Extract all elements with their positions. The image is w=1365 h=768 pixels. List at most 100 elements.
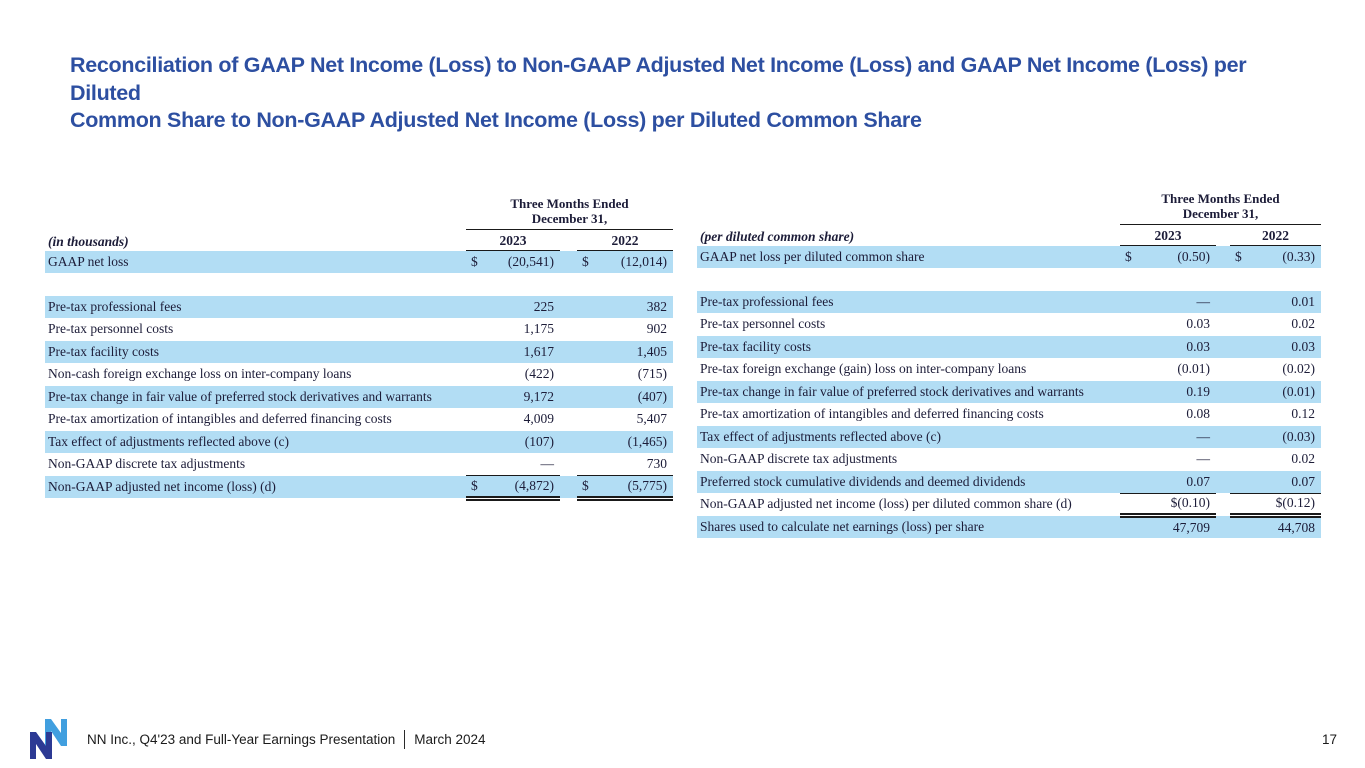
column-gap <box>560 250 577 273</box>
table-row: Pre-tax amortization of intangibles and … <box>45 408 673 431</box>
spacer-cell <box>697 268 1321 291</box>
period-line-2: December 31, <box>531 210 608 226</box>
year-2023-header: 2023 <box>466 229 560 251</box>
dollar-sign-2023 <box>1120 335 1140 358</box>
value-2022: 0.12 <box>1291 406 1316 422</box>
year-2022-header: 2022 <box>577 229 674 251</box>
table-row: Pre-tax change in fair value of preferre… <box>45 385 674 408</box>
column-gap <box>560 230 577 251</box>
value-2022: 44,708 <box>1250 515 1322 538</box>
value-2023: 0.19 <box>1140 380 1216 403</box>
value-2022: (1,465) <box>599 430 674 453</box>
table-row: GAAP net loss per diluted common share $(… <box>697 245 1322 268</box>
column-gap <box>560 408 577 431</box>
dollar-sign-2023 <box>1120 448 1140 471</box>
value-2023: 1,617 <box>488 340 560 363</box>
value-2022: (12,014) <box>599 250 674 273</box>
value-2023: 0.03 <box>1186 316 1210 332</box>
column-gap <box>560 295 577 318</box>
dollar-sign-2023 <box>1120 358 1140 381</box>
row-label: Pre-tax facility costs <box>697 335 1120 358</box>
unit-label: (per diluted common share) <box>700 228 855 244</box>
dollar-sign-2022 <box>577 340 599 363</box>
dollar-sign-2023 <box>466 318 488 341</box>
value-2023: 4,009 <box>523 411 554 427</box>
dollar-sign-2022: $ <box>577 475 599 501</box>
value-2022: 730 <box>599 453 674 476</box>
value-2023: — <box>1140 425 1216 448</box>
value-2023: — <box>1196 451 1211 467</box>
dollar-sign-2022 <box>577 363 599 386</box>
row-label: Shares used to calculate net earnings (l… <box>697 515 1120 538</box>
dollar-sign-2022 <box>577 295 599 318</box>
period-header: Three Months Ended December 31, <box>466 196 674 230</box>
footer-presentation-text: NN Inc., Q4'23 and Full-Year Earnings Pr… <box>87 731 396 747</box>
row-label: Pre-tax change in fair value of preferre… <box>697 380 1120 403</box>
row-label: Pre-tax foreign exchange (gain) loss on … <box>700 361 1027 377</box>
dollar-sign-2022 <box>1230 470 1250 494</box>
value-2023: (0.50) <box>1140 245 1216 268</box>
value-2023: $(0.10) <box>1140 493 1216 518</box>
dollar-sign-2023 <box>466 430 488 453</box>
dollar-sign-2023 <box>1120 425 1140 448</box>
row-label: Non-GAAP discrete tax adjustments <box>700 451 898 467</box>
value-2022: 902 <box>646 321 668 337</box>
column-gap <box>560 363 577 386</box>
spacer-row <box>45 273 673 296</box>
period-line-2: December 31, <box>1182 205 1259 221</box>
dollar-sign-2022: $ <box>1230 245 1250 268</box>
year-2023-header: 2023 <box>1120 224 1216 246</box>
column-gap <box>1216 225 1230 246</box>
period-header-row: Three Months Ended December 31, <box>45 196 674 230</box>
dollar-sign-2022 <box>1230 515 1250 538</box>
unit-label: (in thousands) <box>48 233 129 249</box>
column-gap <box>1216 313 1230 336</box>
value-2022: 0.03 <box>1250 335 1322 358</box>
value-2023: (422) <box>524 366 554 382</box>
period-line-1: Three Months Ended <box>1161 191 1280 206</box>
dollar-sign-2022 <box>1230 313 1250 336</box>
empty-corner-cell <box>45 197 466 230</box>
in-thousands-table-body: GAAP net loss $ (20,541) $ (12,014) Pre-tax p… <box>45 250 674 501</box>
dollar-sign-2023 <box>466 408 488 431</box>
dollar-sign-2023 <box>466 453 488 476</box>
column-gap <box>1216 470 1230 493</box>
slide-title: Reconciliation of GAAP Net Income (Loss)… <box>70 52 1250 135</box>
per-share-table-body: GAAP net loss per diluted common share $(… <box>697 245 1322 538</box>
value-2023: — <box>1140 290 1216 313</box>
column-gap <box>1216 358 1230 381</box>
column-gap <box>560 453 577 476</box>
value-2022: 0.02 <box>1291 451 1316 467</box>
dollar-sign-2023 <box>466 385 488 408</box>
dollar-sign-2022 <box>1230 335 1250 358</box>
value-2023: 9,172 <box>488 385 560 408</box>
value-2022: 1,405 <box>599 340 674 363</box>
column-gap <box>560 475 577 498</box>
row-label: GAAP net loss <box>45 250 466 273</box>
table-row: Tax effect of adjustments reflected abov… <box>45 430 674 453</box>
year-header-row: (in thousands) 2023 2022 <box>45 229 674 251</box>
dollar-sign-2023: $ <box>466 475 488 501</box>
dollar-sign-2023 <box>466 340 488 363</box>
dollar-sign-2022 <box>1230 358 1250 381</box>
table-row: Pre-tax foreign exchange (gain) loss on … <box>697 358 1321 381</box>
value-2022: 0.01 <box>1250 290 1322 313</box>
column-gap <box>560 318 577 341</box>
dollar-sign-2022 <box>577 318 599 341</box>
slide-page-number: 17 <box>1321 732 1337 747</box>
dollar-sign-2023 <box>1120 380 1140 403</box>
row-label: Pre-tax facility costs <box>45 340 466 363</box>
dollar-sign-2022 <box>577 430 599 453</box>
column-gap <box>560 430 577 453</box>
value-2022: 382 <box>599 295 674 318</box>
dollar-sign-2023 <box>466 295 488 318</box>
table-row: Pre-tax change in fair value of preferre… <box>697 380 1322 403</box>
row-label: Tax effect of adjustments reflected abov… <box>697 425 1120 448</box>
value-2022: (407) <box>599 385 674 408</box>
table-row: Tax effect of adjustments reflected abov… <box>697 425 1322 448</box>
value-2022: 0.07 <box>1250 470 1322 494</box>
dollar-sign-2022 <box>1230 448 1250 471</box>
empty-corner-cell <box>697 192 1120 225</box>
table-row: Non-GAAP discrete tax adjustments — 730 <box>45 453 674 476</box>
dollar-sign-2023: $ <box>466 250 488 273</box>
